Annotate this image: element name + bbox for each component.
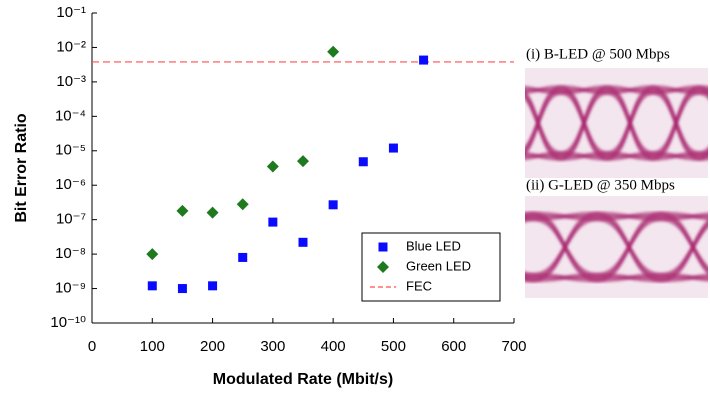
eye-caption: (ii) G-LED @ 350 Mbps — [526, 177, 675, 193]
y-tick-label: 10⁻⁶ — [55, 176, 86, 193]
eye-trace — [469, 90, 515, 156]
eye-background — [525, 196, 708, 298]
data-point — [299, 238, 308, 247]
data-point — [329, 200, 338, 209]
data-point — [267, 160, 279, 172]
eye-trace — [469, 90, 515, 156]
eye-trace — [469, 87, 515, 159]
y-tick-label: 10⁻⁷ — [56, 211, 86, 228]
eye-trace — [469, 93, 515, 153]
x-tick-label: 500 — [381, 338, 406, 355]
y-tick-label: 10⁻⁵ — [55, 142, 86, 159]
eye-trace — [469, 87, 515, 93]
data-point — [207, 207, 219, 219]
data-point — [419, 56, 428, 65]
x-tick-label: 200 — [200, 338, 225, 355]
y-tick-label: 10⁻⁹ — [55, 280, 86, 297]
eye-trace — [469, 213, 533, 219]
data-point — [237, 198, 249, 210]
y-tick-label: 10⁻⁴ — [55, 107, 86, 124]
x-tick-label: 400 — [321, 338, 346, 355]
data-point — [297, 155, 309, 167]
data-point — [176, 205, 188, 217]
x-tick-label: 100 — [140, 338, 165, 355]
eye-trace — [469, 87, 515, 159]
y-tick-label: 10⁻¹⁰ — [50, 314, 86, 331]
y-tick-label: 10⁻³ — [56, 73, 86, 90]
data-point — [208, 281, 217, 290]
legend-label: FEC — [406, 278, 432, 293]
x-tick-label: 600 — [441, 338, 466, 355]
x-tick-label: 0 — [88, 338, 96, 355]
x-tick-label: 700 — [501, 338, 526, 355]
eye-trace — [469, 153, 515, 159]
x-axis-title: Modulated Rate (Mbit/s) — [213, 371, 393, 388]
eye-trace — [469, 87, 515, 93]
y-axis-title: Bit Error Ratio — [13, 113, 30, 223]
eye-trace — [469, 213, 533, 219]
legend-label: Green LED — [406, 258, 471, 273]
x-tick-label: 300 — [260, 338, 285, 355]
y-tick-label: 10⁻⁸ — [55, 245, 86, 262]
legend-swatch — [379, 243, 388, 252]
data-point — [389, 144, 398, 153]
legend-label: Blue LED — [406, 238, 461, 253]
y-tick-label: 10⁻¹ — [56, 4, 86, 21]
eye-caption: (i) B-LED @ 500 Mbps — [526, 46, 670, 62]
chart: Modulated Rate (Mbit/s) Bit Error Ratio … — [0, 0, 710, 391]
data-point — [146, 248, 158, 260]
data-point — [148, 281, 157, 290]
data-point — [238, 253, 247, 262]
eye-trace — [469, 153, 515, 159]
eye-diagram — [469, 196, 710, 298]
y-tick-label: 10⁻² — [56, 38, 86, 55]
data-point — [268, 218, 277, 227]
eye-trace — [469, 93, 515, 153]
eye-background — [525, 68, 708, 178]
data-point — [359, 157, 368, 166]
eye-diagram — [469, 68, 710, 178]
data-point — [327, 46, 339, 58]
plot-area: 10⁻¹⁰ 10⁻⁹ 10⁻⁸ 10⁻⁷ 10⁻⁶ 10⁻⁵ 10⁻⁴ 10⁻³ 10⁻² 10⁻… — [50, 4, 526, 355]
data-point — [178, 284, 187, 293]
